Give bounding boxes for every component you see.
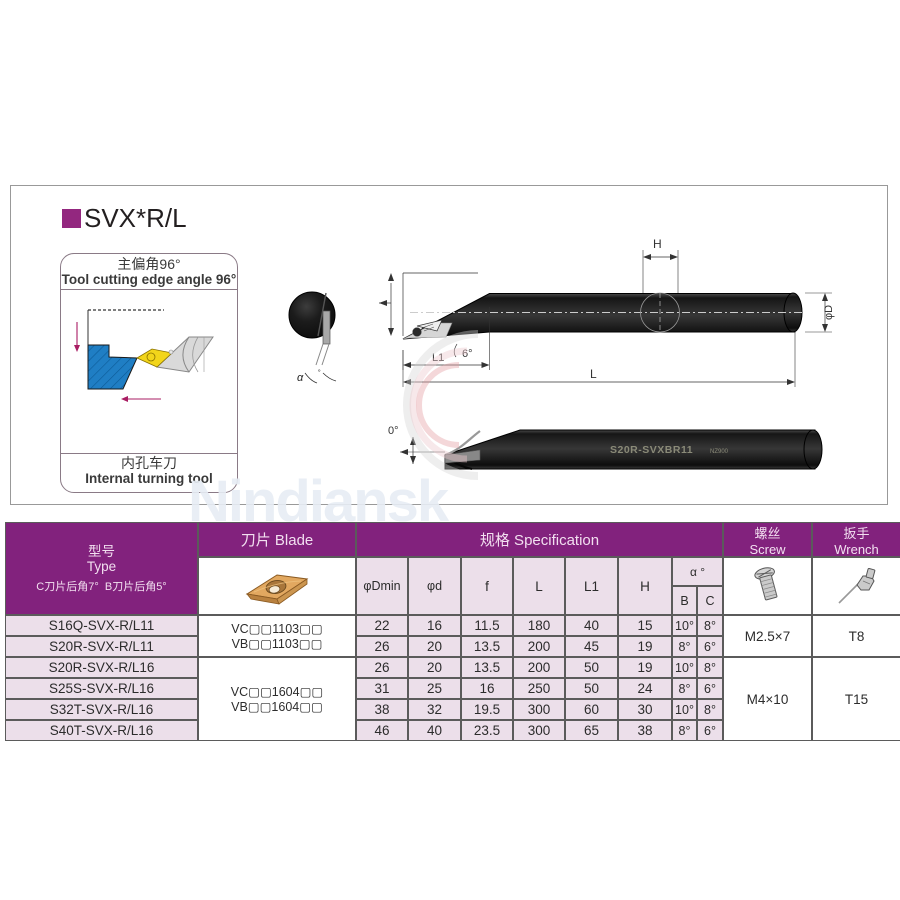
svg-text:L: L xyxy=(590,367,597,381)
svg-text:S20R-SVXBR11: S20R-SVXBR11 xyxy=(610,444,693,456)
svg-text:H: H xyxy=(653,237,662,251)
svg-text:NZ900: NZ900 xyxy=(710,449,729,455)
svg-text:α: α xyxy=(297,372,304,384)
svg-text:φD: φD xyxy=(823,305,835,320)
svg-text:゜: ゜ xyxy=(318,369,327,379)
